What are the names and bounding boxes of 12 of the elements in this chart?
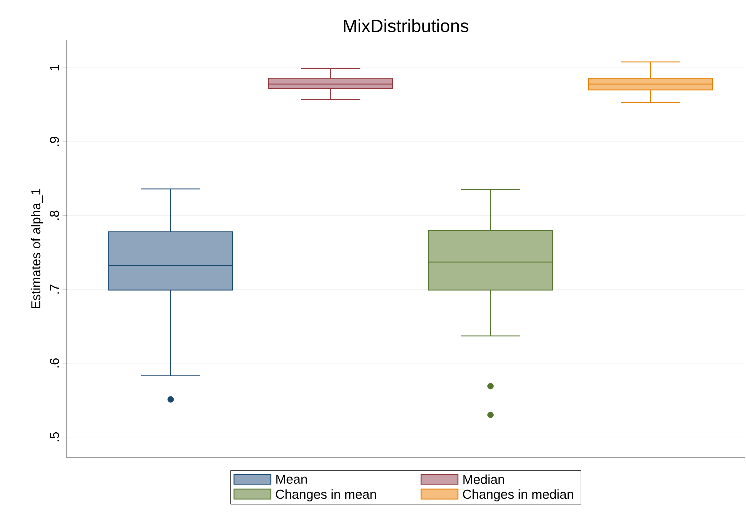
legend-label: Changes in median — [463, 490, 574, 502]
y-tick-label: .8 — [50, 210, 60, 220]
legend-label: Median — [464, 474, 504, 484]
legend-label: Mean — [276, 474, 308, 484]
y-tick-label: .7 — [50, 284, 60, 294]
y-axis-title: Estimates of alpha_1 — [31, 189, 44, 308]
y-tick-label: .6 — [50, 358, 60, 368]
legend-label: Changes in mean — [276, 490, 376, 502]
y-tick-label: .9 — [50, 137, 60, 146]
chart-title: MixDistributions — [344, 19, 469, 32]
y-tick-label: .5 — [50, 432, 60, 442]
y-tick-label: 1 — [50, 65, 60, 71]
